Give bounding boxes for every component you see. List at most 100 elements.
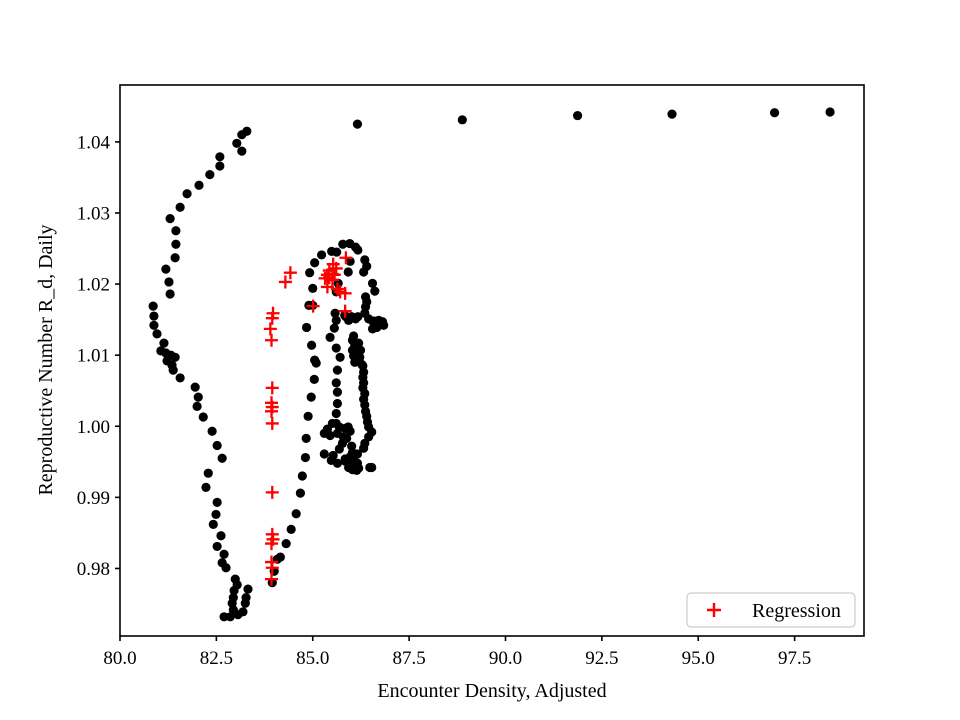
y-tick-label: 1.02 [77, 275, 110, 296]
data-point [367, 278, 378, 288]
regression-marker [265, 527, 279, 541]
data-point [219, 612, 229, 622]
data-point [237, 130, 247, 140]
data-point [291, 509, 301, 519]
data-point [208, 519, 218, 529]
regression-marker [320, 280, 334, 294]
data-point [171, 226, 181, 236]
regression-marker [265, 485, 279, 499]
x-tick-label: 80.0 [103, 648, 136, 669]
data-point [149, 311, 159, 321]
data-point [345, 256, 355, 266]
data-point [332, 458, 343, 468]
data-point [354, 463, 364, 473]
data-point [325, 332, 335, 342]
data-point [359, 267, 369, 277]
data-point [332, 398, 343, 409]
x-tick-label: 85.0 [296, 648, 329, 669]
data-point [165, 214, 175, 224]
regression-marker [264, 555, 278, 569]
data-point [237, 146, 247, 156]
data-point [353, 312, 363, 322]
regression-marker [306, 299, 320, 313]
data-point [193, 392, 203, 402]
data-point [219, 549, 229, 559]
regression-marker [264, 396, 278, 410]
y-tick-label: 1.01 [77, 346, 110, 367]
data-point [457, 115, 467, 125]
data-point [308, 283, 318, 293]
data-point [355, 345, 366, 355]
x-tick-label: 95.0 [682, 648, 715, 669]
data-point [335, 352, 345, 362]
data-point [306, 340, 317, 350]
regression-marker [263, 322, 277, 336]
data-point [201, 482, 211, 493]
data-point [168, 365, 178, 375]
data-point [370, 286, 380, 296]
data-point [331, 315, 341, 325]
data-point [243, 584, 253, 594]
data-point [367, 324, 378, 334]
data-point [334, 444, 344, 454]
data-point [192, 401, 202, 411]
y-tick-label: 0.99 [77, 488, 110, 509]
regression-marker [338, 304, 352, 318]
data-point [306, 392, 316, 402]
data-point [572, 110, 583, 121]
data-point [300, 452, 311, 463]
data-point [309, 374, 319, 384]
data-point [241, 593, 251, 603]
regression-marker [264, 333, 278, 347]
data-point [215, 152, 225, 162]
data-point [359, 443, 369, 453]
x-tick-label: 90.0 [489, 648, 522, 669]
data-point [165, 289, 175, 299]
data-point [170, 253, 180, 263]
regression-marker [339, 251, 353, 265]
legend-box [686, 592, 856, 628]
data-point [319, 449, 329, 459]
data-point [345, 426, 355, 436]
regression-marker [338, 286, 352, 300]
data-point [161, 264, 171, 274]
x-tick-label: 92.5 [585, 648, 618, 669]
data-point [281, 538, 291, 549]
data-point [198, 412, 208, 422]
x-axis-label: Encounter Density, Adjusted [377, 680, 606, 702]
data-point [221, 563, 231, 573]
data-point [301, 433, 311, 443]
data-point [211, 509, 221, 520]
regression-marker [266, 306, 280, 320]
x-tick-label: 82.5 [200, 648, 233, 669]
data-point [159, 338, 169, 348]
y-tick-label: 1.04 [77, 132, 111, 153]
data-point [203, 468, 213, 478]
data-point [301, 322, 312, 333]
data-point [343, 267, 353, 277]
regression-marker [330, 282, 344, 296]
regression-marker [325, 273, 339, 287]
data-point [238, 607, 248, 617]
data-point [355, 352, 365, 362]
data-point [149, 320, 159, 330]
data-point [194, 180, 204, 190]
data-point [769, 108, 780, 118]
y-axis-label: Reproductive Number R_d, Daily [35, 224, 57, 495]
data-point [205, 169, 215, 180]
data-point [317, 250, 327, 260]
legend: Regression [686, 592, 856, 628]
data-point [207, 426, 217, 436]
data-point [352, 119, 363, 129]
y-tick-label: 1.03 [77, 203, 110, 224]
data-point [325, 430, 335, 441]
data-point [212, 497, 222, 507]
data-point [175, 373, 185, 383]
regression-marker [265, 381, 279, 395]
data-point [275, 552, 285, 562]
data-point [343, 315, 354, 325]
data-point [667, 109, 677, 119]
data-point [332, 247, 342, 257]
